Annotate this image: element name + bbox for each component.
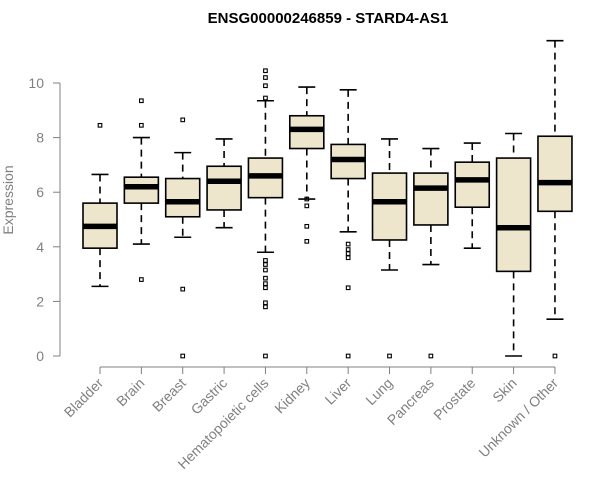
- x-tick-label: Kidney: [271, 375, 313, 417]
- outlier-point: [345, 255, 351, 261]
- y-axis-label: Expression: [0, 165, 16, 234]
- outlier-point: [263, 267, 268, 273]
- box-hematopoietic-cells: [247, 68, 284, 359]
- outlier-point: [180, 286, 186, 292]
- outlier-point: [263, 281, 268, 287]
- outlier-point: [304, 223, 310, 229]
- outlier-point: [345, 285, 351, 291]
- y-tick-label: 4: [36, 239, 44, 255]
- box-gastric: [206, 138, 242, 229]
- outlier-point: [263, 275, 268, 281]
- box-unknown-other: [537, 39, 573, 359]
- y-axis: 0 2 4 6 8 10: [28, 75, 61, 364]
- y-tick-label: 8: [36, 130, 44, 146]
- iqr-box: [537, 135, 573, 213]
- outlier-point: [345, 251, 351, 256]
- outlier-point: [263, 83, 268, 89]
- outlier-point: [387, 353, 392, 359]
- box-breast: [164, 117, 201, 359]
- box-brain: [123, 98, 160, 282]
- outlier-point: [304, 203, 310, 209]
- outlier-point: [263, 353, 268, 359]
- outlier-point: [139, 277, 144, 282]
- y-tick-label: 10: [28, 75, 44, 91]
- outlier-point: [304, 196, 310, 202]
- outlier-point: [139, 98, 144, 104]
- iqr-box: [371, 172, 408, 241]
- box-skin: [495, 132, 532, 357]
- chart-title: ENSG00000246859 - STARD4-AS1: [208, 10, 449, 27]
- iqr-box: [454, 161, 491, 209]
- outlier-point: [97, 122, 103, 128]
- y-tick-label: 6: [36, 184, 44, 200]
- box-bladder: [82, 122, 118, 288]
- outlier-point: [139, 122, 144, 128]
- x-tick-label: Lung: [362, 375, 395, 408]
- outlier-point: [345, 241, 351, 247]
- y-tick-label: 0: [36, 348, 44, 364]
- outlier-point: [180, 117, 186, 123]
- box-pancreas: [413, 147, 449, 359]
- x-tick-label: Breast: [149, 375, 189, 415]
- iqr-box: [164, 177, 201, 218]
- outlier-point: [263, 68, 268, 74]
- outlier-point: [428, 353, 434, 359]
- box-liver: [330, 89, 366, 359]
- iqr-box: [495, 157, 532, 273]
- outlier-point: [552, 353, 558, 359]
- x-tick-label: Brain: [113, 375, 147, 409]
- outlier-point: [263, 304, 268, 310]
- outlier-point: [263, 300, 268, 306]
- outlier-point: [263, 258, 268, 263]
- y-tick-label: 2: [36, 293, 44, 309]
- box-plot-series: [82, 39, 573, 359]
- outlier-point: [263, 262, 268, 267]
- iqr-box: [206, 165, 242, 211]
- box-prostate: [454, 142, 491, 249]
- outlier-point: [345, 247, 351, 252]
- outlier-point: [345, 353, 351, 359]
- x-tick-label: Unknown / Other: [475, 375, 561, 461]
- x-tick-label: Liver: [322, 375, 355, 408]
- x-tick-label: Prostate: [430, 375, 478, 423]
- outlier-point: [263, 285, 268, 291]
- outlier-point: [263, 75, 268, 80]
- outlier-point: [304, 238, 310, 244]
- box-lung: [371, 138, 408, 359]
- box-kidney: [288, 86, 325, 244]
- iqr-box: [413, 172, 449, 226]
- outlier-point: [263, 95, 268, 101]
- outlier-point: [180, 353, 186, 359]
- x-tick-label: Bladder: [61, 375, 107, 421]
- x-tick-label: Skin: [489, 375, 520, 406]
- iqr-box: [123, 176, 160, 204]
